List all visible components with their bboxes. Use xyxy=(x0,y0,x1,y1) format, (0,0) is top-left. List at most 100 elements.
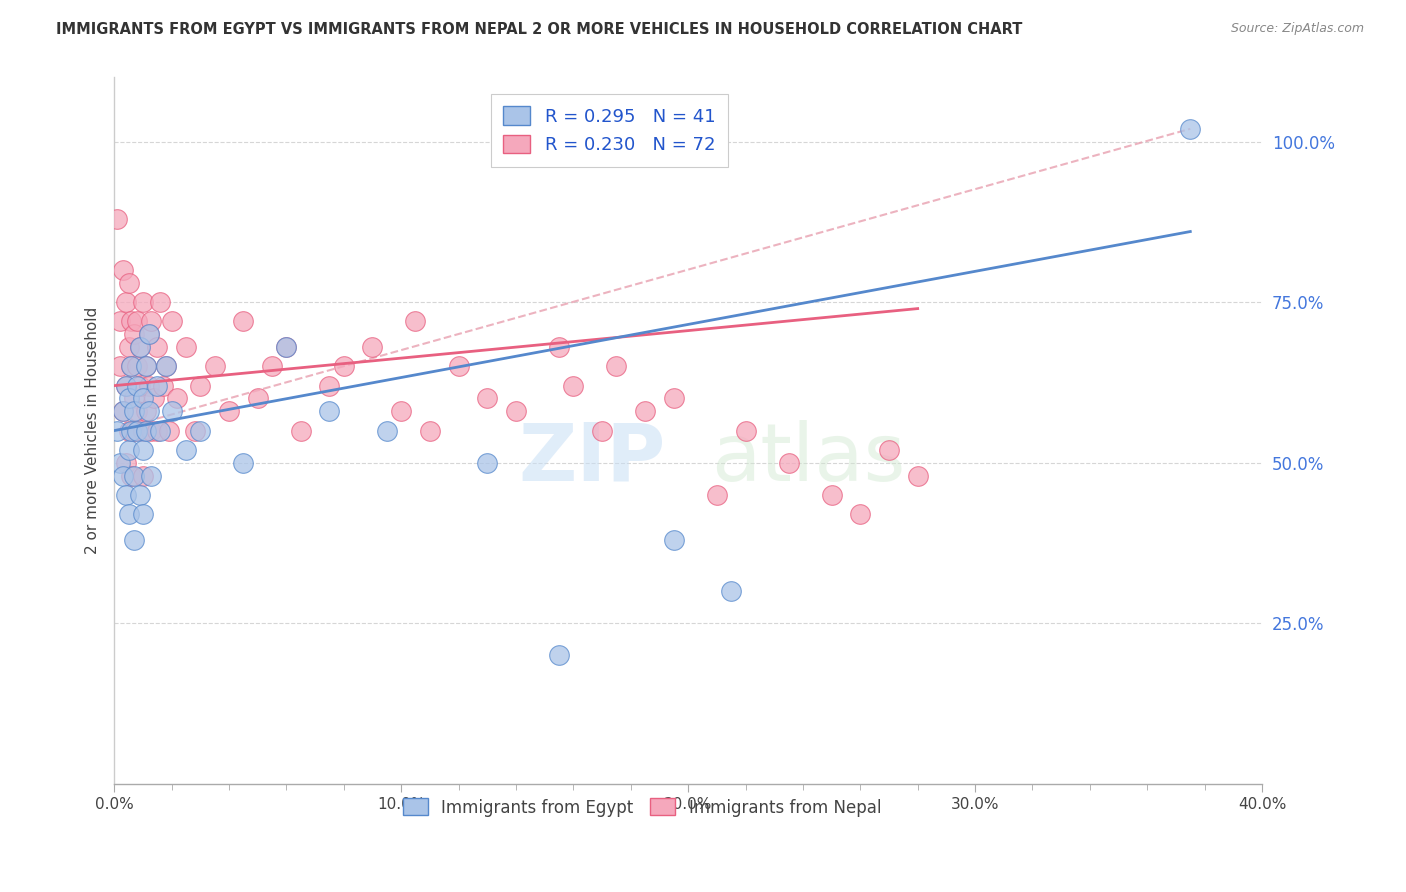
Point xyxy=(141,468,163,483)
Point xyxy=(849,507,872,521)
Point xyxy=(127,404,149,418)
Point xyxy=(114,456,136,470)
Point xyxy=(246,392,269,406)
Point xyxy=(127,314,149,328)
Point xyxy=(135,359,157,374)
Point xyxy=(591,424,613,438)
Point xyxy=(127,424,149,438)
Point xyxy=(318,378,340,392)
Point xyxy=(174,340,197,354)
Point xyxy=(132,468,155,483)
Point xyxy=(120,359,142,374)
Y-axis label: 2 or more Vehicles in Household: 2 or more Vehicles in Household xyxy=(86,307,100,554)
Point xyxy=(117,424,139,438)
Point xyxy=(105,211,128,226)
Point xyxy=(117,340,139,354)
Point xyxy=(662,392,685,406)
Point xyxy=(120,314,142,328)
Point xyxy=(124,327,146,342)
Point xyxy=(138,327,160,342)
Point xyxy=(188,424,211,438)
Point xyxy=(477,392,499,406)
Point xyxy=(141,314,163,328)
Point xyxy=(146,340,169,354)
Point xyxy=(332,359,354,374)
Point xyxy=(720,584,742,599)
Point xyxy=(135,424,157,438)
Point xyxy=(276,340,298,354)
Point xyxy=(138,404,160,418)
Point xyxy=(141,424,163,438)
Point xyxy=(120,424,142,438)
Point xyxy=(111,404,134,418)
Point xyxy=(820,488,842,502)
Legend: Immigrants from Egypt, Immigrants from Nepal: Immigrants from Egypt, Immigrants from N… xyxy=(395,790,890,825)
Point xyxy=(160,314,183,328)
Point xyxy=(114,295,136,310)
Point xyxy=(117,392,139,406)
Point xyxy=(146,424,169,438)
Point xyxy=(114,378,136,392)
Point xyxy=(132,507,155,521)
Point xyxy=(127,359,149,374)
Point xyxy=(132,392,155,406)
Point xyxy=(174,442,197,457)
Point xyxy=(127,378,149,392)
Point xyxy=(132,295,155,310)
Point xyxy=(114,488,136,502)
Point xyxy=(124,404,146,418)
Text: IMMIGRANTS FROM EGYPT VS IMMIGRANTS FROM NEPAL 2 OR MORE VEHICLES IN HOUSEHOLD C: IMMIGRANTS FROM EGYPT VS IMMIGRANTS FROM… xyxy=(56,22,1022,37)
Point xyxy=(155,359,177,374)
Point xyxy=(405,314,427,328)
Point xyxy=(120,359,142,374)
Point xyxy=(124,392,146,406)
Point xyxy=(166,392,188,406)
Point xyxy=(548,648,571,663)
Point xyxy=(562,378,585,392)
Point xyxy=(120,468,142,483)
Point xyxy=(143,392,166,406)
Point xyxy=(155,359,177,374)
Point xyxy=(706,488,728,502)
Point xyxy=(152,378,174,392)
Point xyxy=(548,340,571,354)
Point xyxy=(111,468,134,483)
Point xyxy=(877,442,900,457)
Point xyxy=(108,359,131,374)
Point xyxy=(132,442,155,457)
Point xyxy=(505,404,527,418)
Point xyxy=(129,340,152,354)
Point xyxy=(232,314,254,328)
Point xyxy=(389,404,412,418)
Point xyxy=(188,378,211,392)
Point xyxy=(157,424,180,438)
Point xyxy=(138,327,160,342)
Point xyxy=(117,507,139,521)
Text: atlas: atlas xyxy=(711,420,905,498)
Point xyxy=(605,359,627,374)
Point xyxy=(111,404,134,418)
Point xyxy=(105,424,128,438)
Point xyxy=(634,404,657,418)
Point xyxy=(778,456,800,470)
Point xyxy=(290,424,312,438)
Point xyxy=(135,359,157,374)
Point xyxy=(662,533,685,547)
Point xyxy=(1180,121,1202,136)
Point xyxy=(129,340,152,354)
Point xyxy=(132,424,155,438)
Point xyxy=(907,468,929,483)
Point xyxy=(361,340,384,354)
Point xyxy=(160,404,183,418)
Point xyxy=(124,468,146,483)
Point xyxy=(183,424,205,438)
Point xyxy=(734,424,756,438)
Point xyxy=(447,359,470,374)
Point xyxy=(146,378,169,392)
Text: ZIP: ZIP xyxy=(517,420,665,498)
Point xyxy=(108,456,131,470)
Point xyxy=(129,378,152,392)
Point xyxy=(149,295,172,310)
Point xyxy=(419,424,441,438)
Point xyxy=(114,378,136,392)
